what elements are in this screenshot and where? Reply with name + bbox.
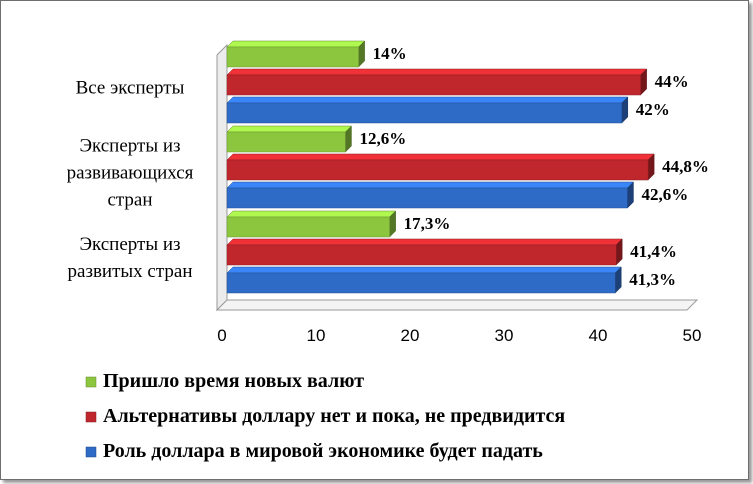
bar xyxy=(226,102,623,124)
bar xyxy=(226,187,628,209)
legend-swatch xyxy=(85,446,97,458)
category-label-line: Эксперты из xyxy=(79,136,180,157)
x-tick-label: 20 xyxy=(401,326,420,345)
x-tick-label: 30 xyxy=(495,326,514,345)
bar xyxy=(226,159,649,181)
category-label-line: развитых стран xyxy=(68,261,193,282)
x-tick-label: 50 xyxy=(683,326,702,345)
data-label: 42,6% xyxy=(641,185,688,204)
category-label-line: Эксперты из xyxy=(79,234,180,255)
category-label-line: Все эксперты xyxy=(76,78,185,99)
data-label: 41,4% xyxy=(630,242,677,261)
bar-top-face xyxy=(226,266,622,274)
legend-swatch xyxy=(85,376,97,388)
category-label-line: стран xyxy=(107,190,152,211)
data-label: 41,3% xyxy=(629,270,676,289)
bar-top-face xyxy=(226,125,353,133)
bar xyxy=(226,46,359,68)
data-label: 12,6% xyxy=(359,129,406,148)
bar-top-face xyxy=(226,96,629,104)
x-tick-label: 10 xyxy=(307,326,326,345)
category-label: Эксперты из развитых стран xyxy=(68,234,193,282)
legend-label: Альтернативы доллару нет и пока, не пред… xyxy=(103,405,565,427)
data-label: 44,8% xyxy=(662,157,709,176)
data-label: 14% xyxy=(373,44,407,63)
legend-swatch xyxy=(85,411,97,423)
bar-top-face xyxy=(226,238,623,246)
bar xyxy=(226,216,390,238)
bar-top-face xyxy=(226,40,366,48)
plot-side-wall xyxy=(216,43,228,312)
category-label-line: развивающихся xyxy=(67,163,194,184)
bar-top-face xyxy=(226,68,648,76)
x-tick-label: 0 xyxy=(217,326,226,345)
data-label: 42% xyxy=(636,100,670,119)
bar xyxy=(226,244,617,266)
bar xyxy=(226,131,346,153)
data-label: 17,3% xyxy=(404,214,451,233)
category-label: Все эксперты xyxy=(76,78,185,99)
legend-label: Роль доллара в мировой экономике будет п… xyxy=(103,440,543,462)
category-label: Эксперты из развивающихся стран xyxy=(67,136,194,211)
bar-top-face xyxy=(226,181,635,189)
plot-floor xyxy=(215,299,699,311)
bar xyxy=(226,74,641,96)
legend-label: Пришло время новых валют xyxy=(103,370,364,392)
data-label: 44% xyxy=(655,72,689,91)
bar-top-face xyxy=(226,210,397,218)
x-tick-label: 40 xyxy=(589,326,608,345)
bar xyxy=(226,272,616,294)
bar-top-face xyxy=(226,153,655,161)
